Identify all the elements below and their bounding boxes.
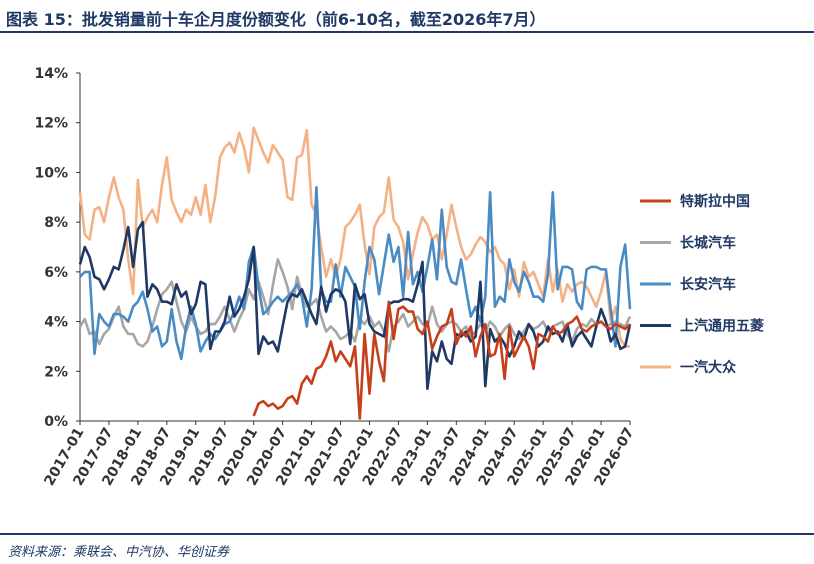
y-axis: 0% 2% 4% 6% 8% 10% 12% 14%: [34, 66, 81, 430]
y-tick-label: 2%: [44, 364, 68, 380]
y-tick-label: 0%: [44, 414, 68, 430]
series-line-3: [78, 220, 632, 391]
chart-title: 图表 15：批发销量前十车企月度份额变化（前6-10名，截至2026年7月）: [6, 10, 546, 29]
x-axis: 2017-012017-072018-012018-072019-012019-…: [41, 420, 637, 489]
top-rule: [0, 31, 814, 33]
series-line-4: [78, 126, 630, 348]
series-line-1: [78, 258, 632, 353]
y-tick-label: 8%: [44, 215, 68, 231]
legend-label: 长城汽车: [680, 235, 736, 252]
y-tick-label: 6%: [44, 265, 68, 281]
source-note: 资料来源：乘联会、中汽协、华创证券: [8, 545, 230, 560]
legend-label: 长安汽车: [680, 276, 736, 293]
y-tick-label: 12%: [34, 116, 68, 132]
y-tick-label: 10%: [34, 165, 68, 181]
bottom-rule: [0, 533, 814, 535]
series-layer: [78, 126, 632, 420]
y-tick-label: 4%: [44, 315, 68, 331]
legend-label: 特斯拉中国: [680, 193, 750, 210]
legend-label: 上汽通用五菱: [680, 318, 764, 335]
series-line-0: [252, 300, 631, 420]
legend-label: 一汽大众: [680, 359, 736, 376]
y-tick-label: 14%: [34, 66, 68, 82]
